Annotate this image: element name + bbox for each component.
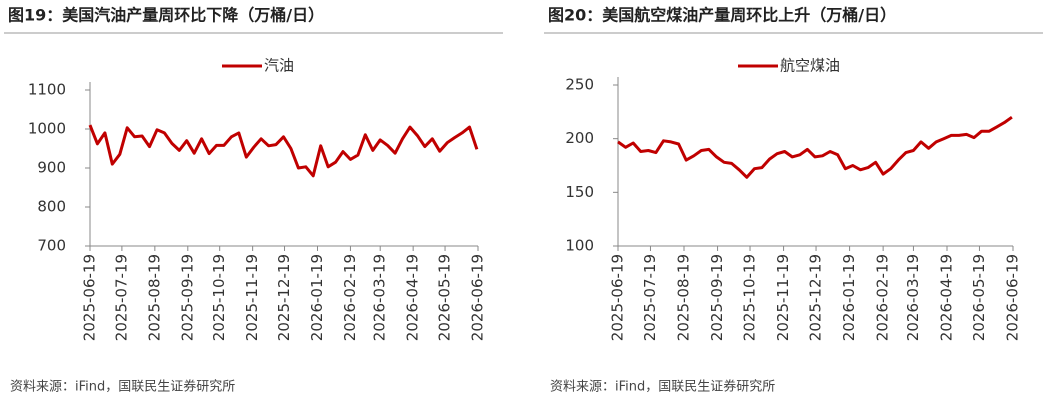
legend-label: 汽油 (264, 57, 294, 75)
x-tick-label: 2026-01-19 (840, 254, 858, 341)
x-tick-label: 2026-06-19 (1004, 254, 1022, 341)
x-tick-label: 2025-08-19 (145, 254, 163, 341)
x-tick-label: 2026-04-19 (937, 254, 955, 341)
x-tick-label: 2025-07-19 (112, 254, 130, 341)
x-tick-label: 2025-06-19 (81, 254, 99, 341)
y-tick-label: 200 (565, 129, 594, 147)
x-tick-label: 2025-09-19 (708, 254, 726, 341)
x-tick-label: 2025-09-19 (178, 254, 196, 341)
legend-label: 航空煤油 (780, 57, 840, 75)
y-tick-label: 900 (37, 159, 66, 177)
x-tick-label: 2025-11-19 (774, 254, 792, 341)
x-tick-label: 2025-06-19 (609, 254, 627, 341)
x-tick-label: 2026-02-19 (341, 254, 359, 341)
x-tick-label: 2026-05-19 (970, 254, 988, 341)
source: 资料来源：iFind，国联民生证券研究所 (550, 379, 775, 395)
chart-title: 图20：美国航空煤油产量周环比上升（万桶/日） (548, 6, 896, 25)
y-tick-label: 250 (565, 76, 594, 94)
x-tick-label: 2025-12-19 (275, 254, 293, 341)
x-tick-label: 2026-02-19 (874, 254, 892, 341)
series-line (617, 115, 1013, 179)
x-tick-label: 2026-04-19 (404, 254, 422, 341)
source: 资料来源：iFind，国联民生证券研究所 (10, 379, 235, 395)
x-tick-label: 2026-01-19 (308, 254, 326, 341)
y-tick-label: 700 (37, 237, 66, 255)
y-tick-label: 100 (565, 237, 594, 255)
x-tick-label: 2025-11-19 (243, 254, 261, 341)
x-tick-label: 2025-10-19 (210, 254, 228, 341)
x-tick-label: 2025-12-19 (807, 254, 825, 341)
y-tick-label: 1100 (28, 81, 66, 99)
y-tick-label: 800 (37, 198, 66, 216)
chart-title: 图19：美国汽油产量周环比下降（万桶/日） (8, 6, 324, 25)
x-tick-label: 2025-10-19 (741, 254, 759, 341)
x-tick-label: 2025-08-19 (675, 254, 693, 341)
x-tick-label: 2025-07-19 (641, 254, 659, 341)
y-tick-label: 1000 (28, 120, 66, 138)
x-tick-label: 2026-05-19 (436, 254, 454, 341)
y-tick-label: 150 (565, 183, 594, 201)
x-tick-label: 2026-03-19 (371, 254, 389, 341)
x-tick-label: 2026-03-19 (904, 254, 922, 341)
series-line (88, 124, 479, 178)
x-tick-label: 2026-06-19 (469, 254, 487, 341)
